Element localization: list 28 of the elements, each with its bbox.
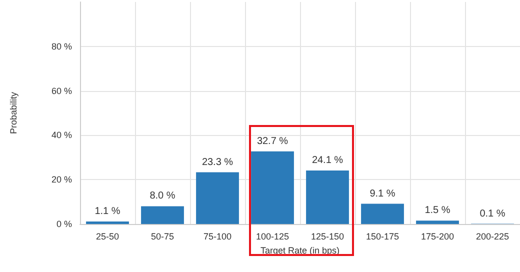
data-label: 32.7 % — [256, 136, 288, 147]
bar — [306, 170, 349, 224]
data-label: 24.1 % — [312, 155, 344, 166]
x-tick-label: 125-150 — [310, 232, 344, 242]
y-tick-label: 0 % — [56, 219, 72, 229]
y-tick-label: 40 % — [51, 130, 72, 140]
bar — [141, 206, 184, 224]
x-tick-label: 75-100 — [203, 232, 232, 242]
y-tick-label: 20 % — [51, 174, 72, 185]
y-tick-label: 60 % — [51, 86, 72, 96]
x-tick-label: 25-50 — [96, 232, 120, 242]
y-tick-label: 80 % — [51, 41, 72, 52]
bar — [251, 151, 294, 224]
x-tick-label: 100-125 — [256, 232, 290, 242]
x-tick-label: 150-175 — [366, 232, 400, 242]
data-label: 23.3 % — [202, 156, 234, 168]
data-label: 9.1 % — [370, 188, 396, 200]
bar — [361, 204, 404, 224]
x-tick-label: 200-225 — [476, 232, 510, 242]
data-label: 1.5 % — [424, 205, 450, 216]
data-label: 1.1 % — [94, 206, 120, 218]
y-axis-title: Probability — [8, 91, 18, 134]
bar — [416, 220, 459, 224]
bar — [196, 172, 239, 224]
x-tick-label: 50-75 — [150, 232, 174, 242]
data-label: 8.0 % — [150, 190, 176, 202]
x-tick-label: 175-200 — [420, 232, 454, 242]
data-label: 0.1 % — [480, 208, 506, 220]
